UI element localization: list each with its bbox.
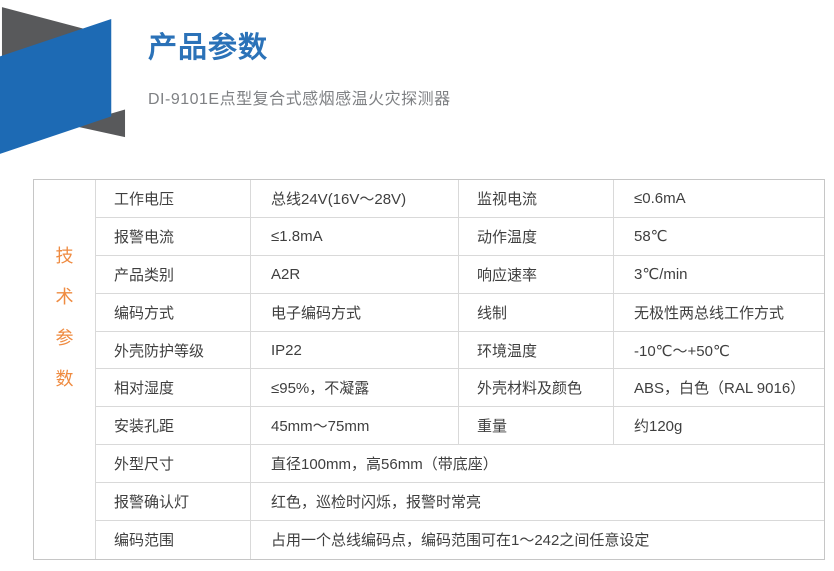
param-value: 45mm～75mm (251, 407, 459, 445)
param-label: 产品类别 (96, 255, 251, 293)
side-header-cell: 技 术 参 数 (34, 180, 96, 559)
param-value: 无极性两总线工作方式 (634, 304, 785, 322)
param-value: -10℃～+50℃ (634, 342, 730, 360)
param-label: 编码范围 (96, 521, 251, 559)
table-row: 外型尺寸 直径100mm，高56mm（带底座） (96, 445, 824, 484)
param-value: 直径100mm，高56mm（带底座） (271, 456, 498, 474)
param-value: 3℃/min (634, 266, 688, 284)
table-row: 编码范围 占用一个总线编码点，编码范围可在1～242之间任意设定 (96, 521, 824, 559)
param-label: 重量 (459, 407, 614, 445)
table-row: 安装孔距 45mm～75mm 重量 约120g (96, 407, 824, 446)
param-label: 响应速率 (459, 255, 614, 293)
param-value: 总线24V(16V～28V) (251, 180, 459, 217)
page-title: 产品参数 (148, 32, 269, 64)
side-header-char: 技 (55, 246, 74, 266)
param-value: ≤0.6mA (634, 189, 686, 207)
param-label: 外型尺寸 (96, 445, 251, 483)
param-label: 动作温度 (459, 217, 614, 255)
side-header-char: 术 (55, 287, 74, 307)
flag-ribbon-icon (0, 7, 126, 154)
table-row: 工作电压 总线24V(16V～28V) 监视电流 ≤0.6mA (96, 180, 824, 218)
spec-table: 技 术 参 数 工作电压 总线24V(16V～28V) 监视电流 ≤0.6mA … (33, 179, 825, 560)
table-row: 报警确认灯 红色，巡检时闪烁，报警时常亮 (96, 483, 824, 522)
param-label: 相对湿度 (96, 369, 251, 407)
table-row: 产品类别 A2R 响应速率 3℃/min (96, 255, 824, 294)
param-label: 编码方式 (96, 293, 251, 331)
table-row: 相对湿度 ≤95%，不凝露 外壳材料及颜色 ABS，白色（RAL 9016） (96, 369, 824, 408)
param-label: 线制 (459, 293, 614, 331)
param-value: ≤1.8mA (251, 217, 459, 255)
param-label: 外壳防护等级 (96, 331, 251, 369)
side-header-char: 参 (55, 328, 74, 348)
param-label: 工作电压 (96, 180, 251, 217)
side-header-text: 技 术 参 数 (56, 242, 74, 559)
param-value: 电子编码方式 (251, 293, 459, 331)
param-label: 报警电流 (96, 217, 251, 255)
param-value: 占用一个总线编码点，编码范围可在1～242之间任意设定 (271, 532, 650, 550)
side-header-char: 数 (55, 369, 74, 389)
param-value: 约120g (634, 418, 683, 436)
param-value: A2R (251, 255, 459, 293)
param-value: IP22 (251, 331, 459, 369)
param-label: 监视电流 (459, 180, 614, 217)
page-header: 产品参数 DI-9101E点型复合式感烟感温火灾探测器 (0, 0, 834, 178)
param-value: 58℃ (634, 228, 668, 246)
header-text: 产品参数 DI-9101E点型复合式感烟感温火灾探测器 (148, 32, 451, 109)
param-label: 外壳材料及颜色 (459, 369, 614, 407)
param-value: ≤95%，不凝露 (251, 369, 459, 407)
table-row: 报警电流 ≤1.8mA 动作温度 58℃ (96, 217, 824, 256)
param-label: 安装孔距 (96, 407, 251, 445)
param-value: ABS，白色（RAL 9016） (634, 380, 806, 398)
table-row: 编码方式 电子编码方式 线制 无极性两总线工作方式 (96, 293, 824, 332)
param-value: 红色，巡检时闪烁，报警时常亮 (271, 494, 482, 512)
table-rows: 工作电压 总线24V(16V～28V) 监视电流 ≤0.6mA 报警电流 ≤1.… (96, 180, 824, 559)
page-subtitle: DI-9101E点型复合式感烟感温火灾探测器 (148, 90, 451, 108)
table-row: 外壳防护等级 IP22 环境温度 -10℃～+50℃ (96, 331, 824, 370)
param-label: 环境温度 (459, 331, 614, 369)
param-label: 报警确认灯 (96, 483, 251, 521)
